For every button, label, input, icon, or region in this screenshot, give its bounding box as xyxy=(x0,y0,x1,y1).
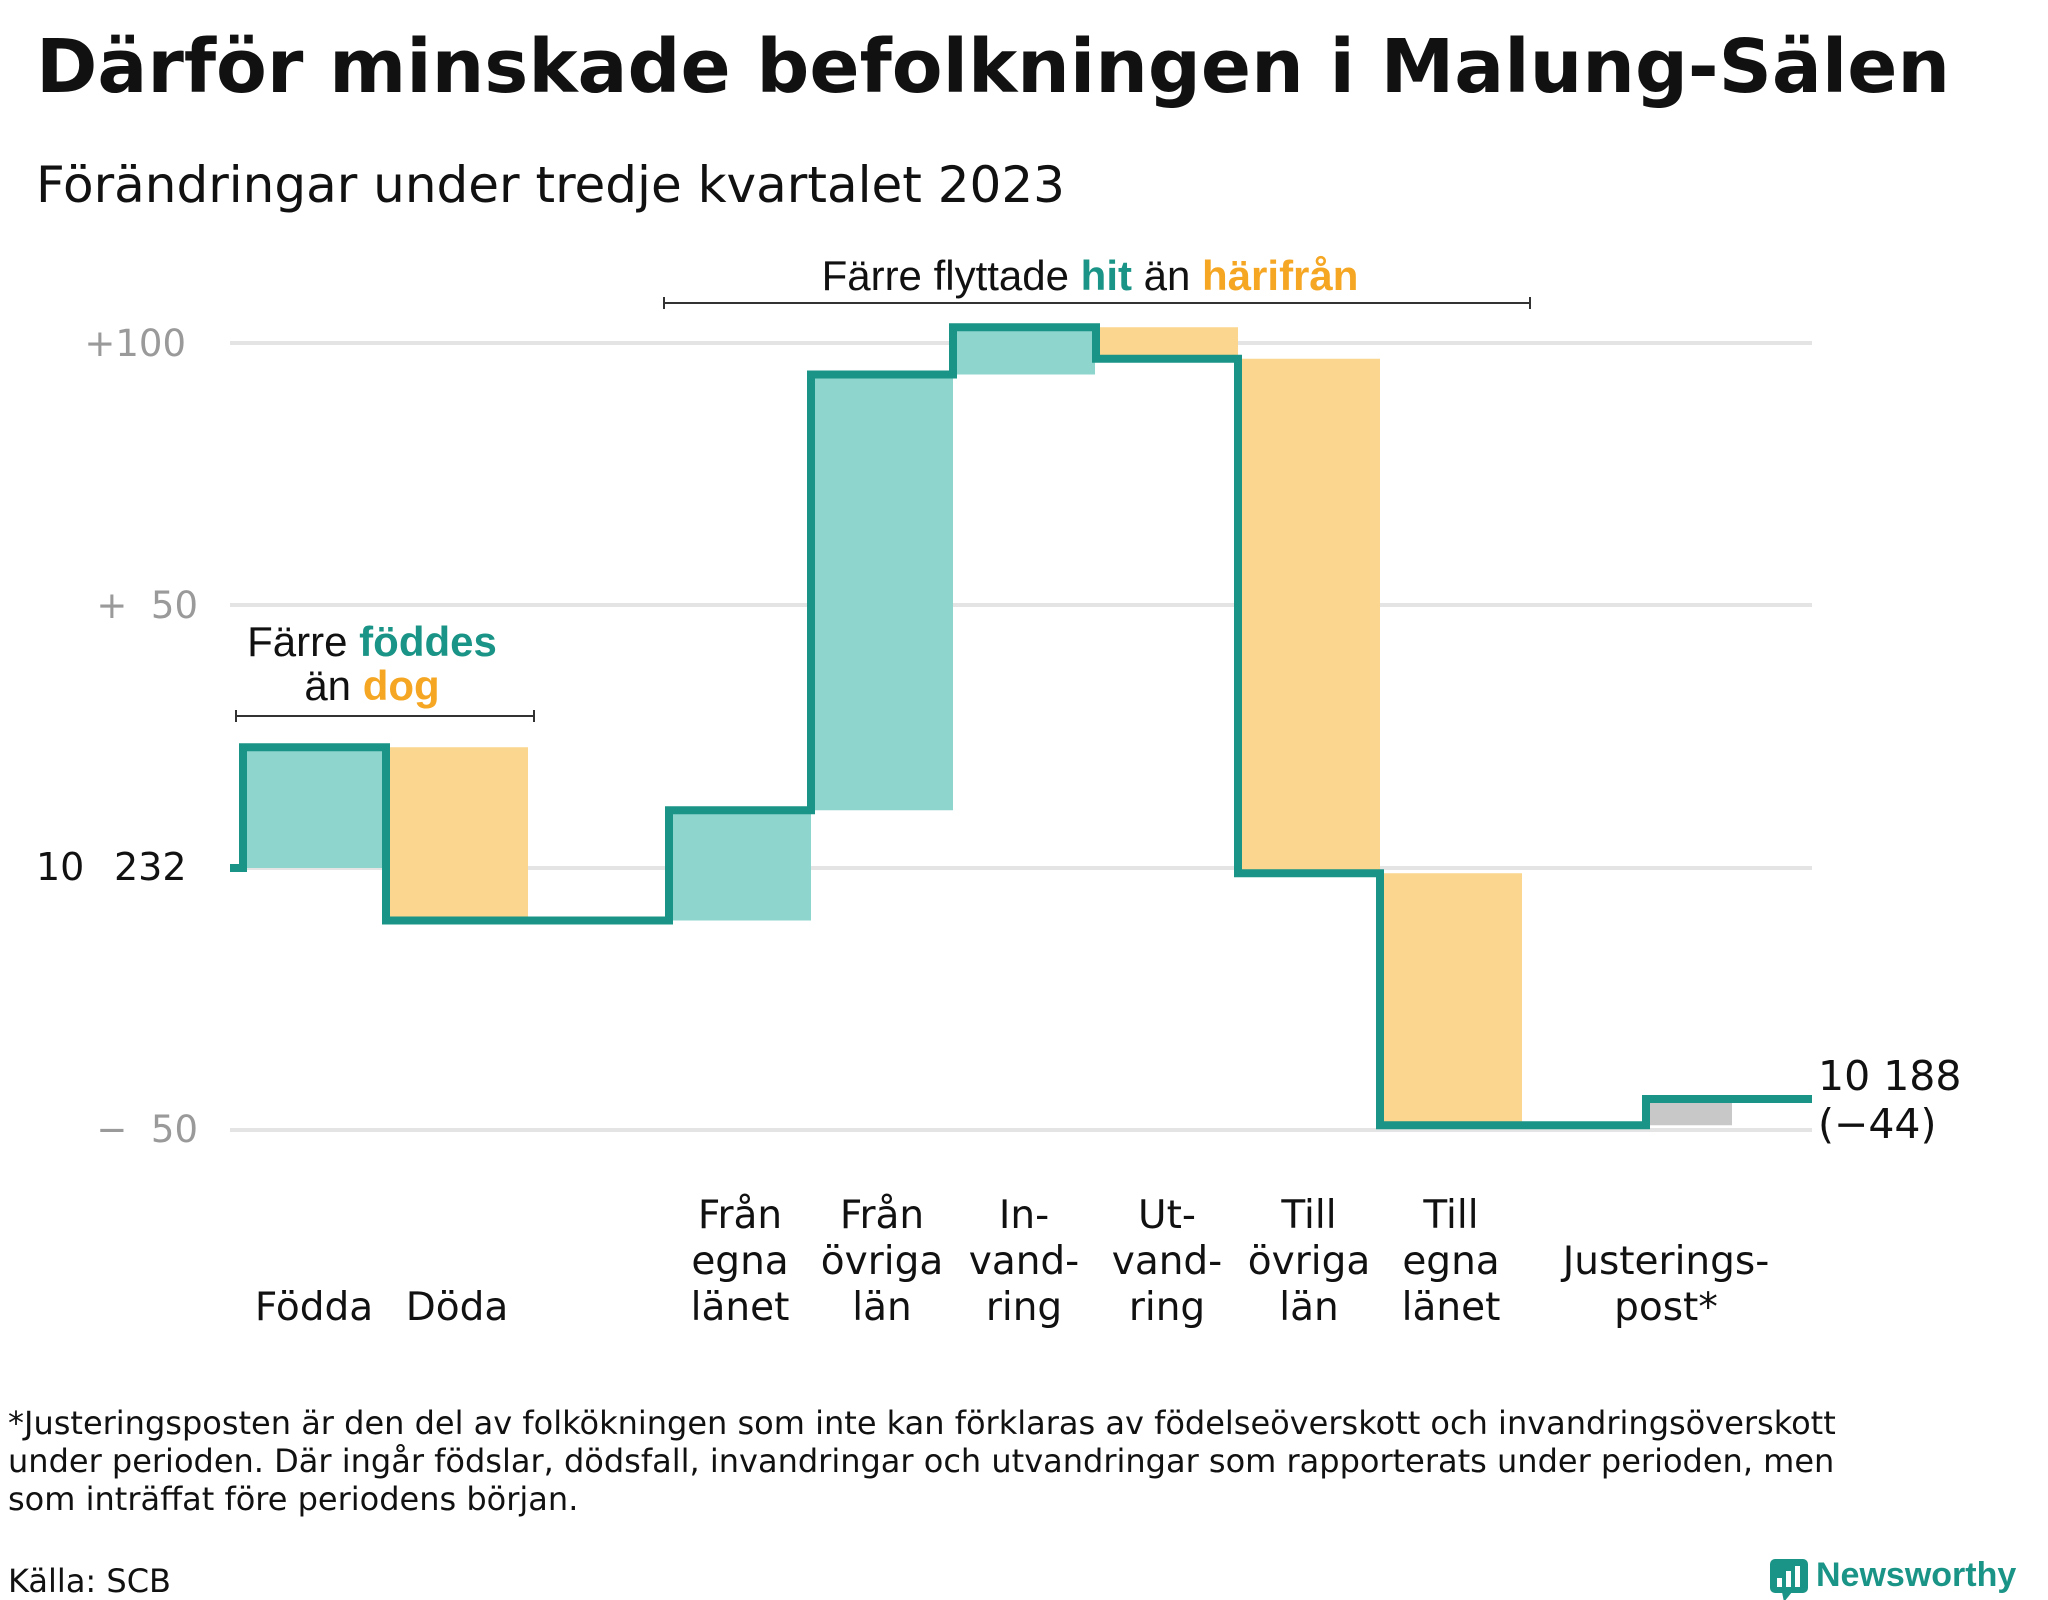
end-value-label: 10 188 xyxy=(1818,1052,1961,1100)
bar-till-övriga-län xyxy=(1238,358,1380,874)
annotation-births-bracket xyxy=(235,710,535,722)
category-label-line: ring xyxy=(1129,1285,1205,1330)
category-label-line: länet xyxy=(1402,1285,1501,1330)
bar-döda xyxy=(386,747,528,921)
category-label-döda: Döda xyxy=(406,1285,509,1330)
category-label-line: Justerings- xyxy=(1560,1239,1770,1284)
category-label-line: egna xyxy=(1402,1239,1499,1284)
category-label-line: Ut- xyxy=(1138,1193,1196,1238)
category-label-line: post* xyxy=(1614,1285,1718,1330)
annotation-migration: Färre flyttade hit än härifrån xyxy=(663,252,1531,309)
annotation-migration-hit: hit xyxy=(1081,252,1132,299)
y-tick-50: + 50 xyxy=(96,584,198,627)
category-label-line: ring xyxy=(986,1285,1062,1330)
category-label-line: Födda xyxy=(255,1285,373,1330)
annotation-deaths-pre: än xyxy=(304,662,362,709)
bar-från-egna-länet xyxy=(669,810,811,921)
y-tick-minus-50: − 50 xyxy=(96,1108,198,1151)
category-label-line: länet xyxy=(691,1285,790,1330)
category-label-födda: Födda xyxy=(255,1285,373,1330)
category-label-line: län xyxy=(852,1285,911,1330)
bar-födda xyxy=(243,747,385,868)
bar-justerings-post xyxy=(1646,1099,1732,1126)
y-tick-base-rest: 232 xyxy=(114,845,187,889)
y-tick-100: +100 xyxy=(84,322,186,365)
category-label-line: vand- xyxy=(1112,1239,1223,1284)
annotation-migration-pre: Färre flyttade xyxy=(822,252,1081,299)
bar-in-vand-ring xyxy=(953,327,1095,375)
source-label: Källa: SCB xyxy=(8,1562,171,1600)
category-label-in-vand-ring: In-vand-ring xyxy=(969,1193,1080,1330)
category-label-line: egna xyxy=(691,1239,788,1284)
annotation-births-line1: Färre föddes xyxy=(247,618,497,665)
bar-från-övriga-län xyxy=(811,374,953,811)
category-label-line: Döda xyxy=(406,1285,509,1330)
bar-ut-vand-ring xyxy=(1096,327,1238,359)
category-label-line: övriga xyxy=(1248,1239,1370,1284)
category-label-line: Från xyxy=(840,1193,924,1238)
category-label-från-egna-länet: Från egna länet xyxy=(691,1193,790,1330)
category-label-line: Från xyxy=(698,1193,782,1238)
footnote-line-1: *Justeringsposten är den del av folkökni… xyxy=(8,1404,1836,1442)
bar-till-egna-länet xyxy=(1380,873,1522,1126)
newsworthy-logo: Newsworthy xyxy=(1770,1556,2016,1600)
annotation-migration-mid: än xyxy=(1132,252,1202,299)
bar-chart-speech-bubble-icon xyxy=(1770,1559,1808,1600)
category-label-ut-vand-ring: Ut-vand-ring xyxy=(1112,1193,1223,1330)
annotation-births-pre: Färre xyxy=(247,618,359,665)
y-tick-base-thousands: 10 xyxy=(36,845,84,889)
category-label-line: övriga xyxy=(821,1239,943,1284)
chart-subtitle: Förändringar under tredje kvartalet 2023 xyxy=(36,156,1065,214)
bars xyxy=(243,327,1732,1126)
category-label-justerings-post: Justerings-post* xyxy=(1560,1239,1770,1330)
footnote-line-3: som inträffat före periodens början. xyxy=(8,1480,578,1518)
annotation-migration-text: Färre flyttade hit än härifrån xyxy=(822,252,1359,299)
annotation-migration-harifran: härifrån xyxy=(1202,252,1358,299)
cumulative-step-line xyxy=(230,323,1812,1130)
chart-title: Därför minskade befolkningen i Malung-Sä… xyxy=(36,24,1950,110)
category-label-line: län xyxy=(1279,1285,1338,1330)
category-label-line: Till xyxy=(1280,1193,1336,1238)
annotation-migration-bracket xyxy=(663,297,1531,309)
category-label-från-övriga-län: Från övriga län xyxy=(821,1193,943,1330)
annotation-deaths-highlight: dog xyxy=(363,662,440,709)
category-label-till-övriga-län: Till övriga län xyxy=(1248,1193,1370,1330)
category-label-line: vand- xyxy=(969,1239,1080,1284)
category-label-line: Till xyxy=(1422,1193,1478,1238)
annotation-deaths-line2: än dog xyxy=(304,662,439,709)
annotation-births-highlight: föddes xyxy=(359,618,497,665)
category-label-line: In- xyxy=(999,1193,1049,1238)
brand-name: Newsworthy xyxy=(1816,1556,2016,1594)
category-label-till-egna-länet: Till egna länet xyxy=(1402,1193,1501,1330)
annotation-births-deaths: Färre föddes än dog xyxy=(235,618,535,722)
footnote-line-2: under perioden. Där ingår födslar, dödsf… xyxy=(8,1442,1834,1480)
gridlines xyxy=(230,341,1812,1132)
end-change-label: (−44) xyxy=(1818,1100,1937,1148)
